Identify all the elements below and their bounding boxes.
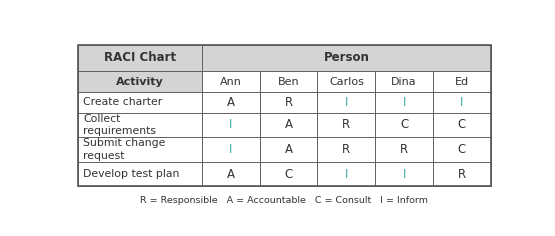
FancyBboxPatch shape (260, 137, 317, 162)
FancyBboxPatch shape (260, 113, 317, 137)
Text: I: I (460, 96, 463, 109)
Text: Person: Person (324, 51, 369, 64)
FancyBboxPatch shape (375, 137, 433, 162)
Text: A: A (227, 168, 235, 181)
Text: Activity: Activity (116, 77, 164, 87)
Text: I: I (345, 168, 348, 181)
FancyBboxPatch shape (375, 92, 433, 113)
FancyBboxPatch shape (78, 162, 202, 186)
FancyBboxPatch shape (375, 162, 433, 186)
FancyBboxPatch shape (375, 71, 433, 92)
Text: I: I (402, 168, 406, 181)
Text: C: C (285, 168, 292, 181)
Text: R: R (342, 118, 350, 131)
FancyBboxPatch shape (317, 71, 375, 92)
FancyBboxPatch shape (433, 113, 491, 137)
Text: C: C (458, 118, 466, 131)
Text: Ed: Ed (455, 77, 469, 87)
Text: Create charter: Create charter (83, 97, 162, 107)
Text: A: A (285, 118, 292, 131)
Text: C: C (458, 143, 466, 156)
Text: R: R (400, 143, 408, 156)
Text: C: C (400, 118, 408, 131)
Text: Collect
requirements: Collect requirements (83, 114, 156, 136)
Text: R: R (342, 143, 350, 156)
FancyBboxPatch shape (78, 113, 202, 137)
FancyBboxPatch shape (202, 137, 260, 162)
FancyBboxPatch shape (260, 162, 317, 186)
FancyBboxPatch shape (202, 45, 491, 71)
FancyBboxPatch shape (433, 92, 491, 113)
Text: Submit change
request: Submit change request (83, 138, 165, 161)
FancyBboxPatch shape (202, 92, 260, 113)
Text: R: R (458, 168, 466, 181)
Text: Develop test plan: Develop test plan (83, 169, 179, 179)
Text: R = Responsible   A = Accountable   C = Consult   I = Inform: R = Responsible A = Accountable C = Cons… (140, 196, 428, 205)
FancyBboxPatch shape (317, 113, 375, 137)
Text: RACI Chart: RACI Chart (104, 51, 176, 64)
Text: Carlos: Carlos (329, 77, 364, 87)
Text: I: I (229, 118, 233, 131)
FancyBboxPatch shape (78, 92, 202, 113)
Text: Ben: Ben (278, 77, 299, 87)
FancyBboxPatch shape (375, 113, 433, 137)
FancyBboxPatch shape (202, 71, 260, 92)
FancyBboxPatch shape (260, 92, 317, 113)
Text: Ann: Ann (220, 77, 241, 87)
FancyBboxPatch shape (78, 45, 202, 71)
Text: I: I (402, 96, 406, 109)
Text: A: A (285, 143, 292, 156)
FancyBboxPatch shape (317, 137, 375, 162)
FancyBboxPatch shape (202, 113, 260, 137)
Text: I: I (229, 143, 233, 156)
FancyBboxPatch shape (78, 71, 202, 92)
Text: I: I (345, 96, 348, 109)
FancyBboxPatch shape (202, 162, 260, 186)
FancyBboxPatch shape (433, 71, 491, 92)
Text: R: R (285, 96, 292, 109)
Text: Dina: Dina (391, 77, 417, 87)
Text: A: A (227, 96, 235, 109)
FancyBboxPatch shape (433, 162, 491, 186)
FancyBboxPatch shape (317, 92, 375, 113)
FancyBboxPatch shape (433, 137, 491, 162)
FancyBboxPatch shape (260, 71, 317, 92)
FancyBboxPatch shape (317, 162, 375, 186)
FancyBboxPatch shape (78, 137, 202, 162)
